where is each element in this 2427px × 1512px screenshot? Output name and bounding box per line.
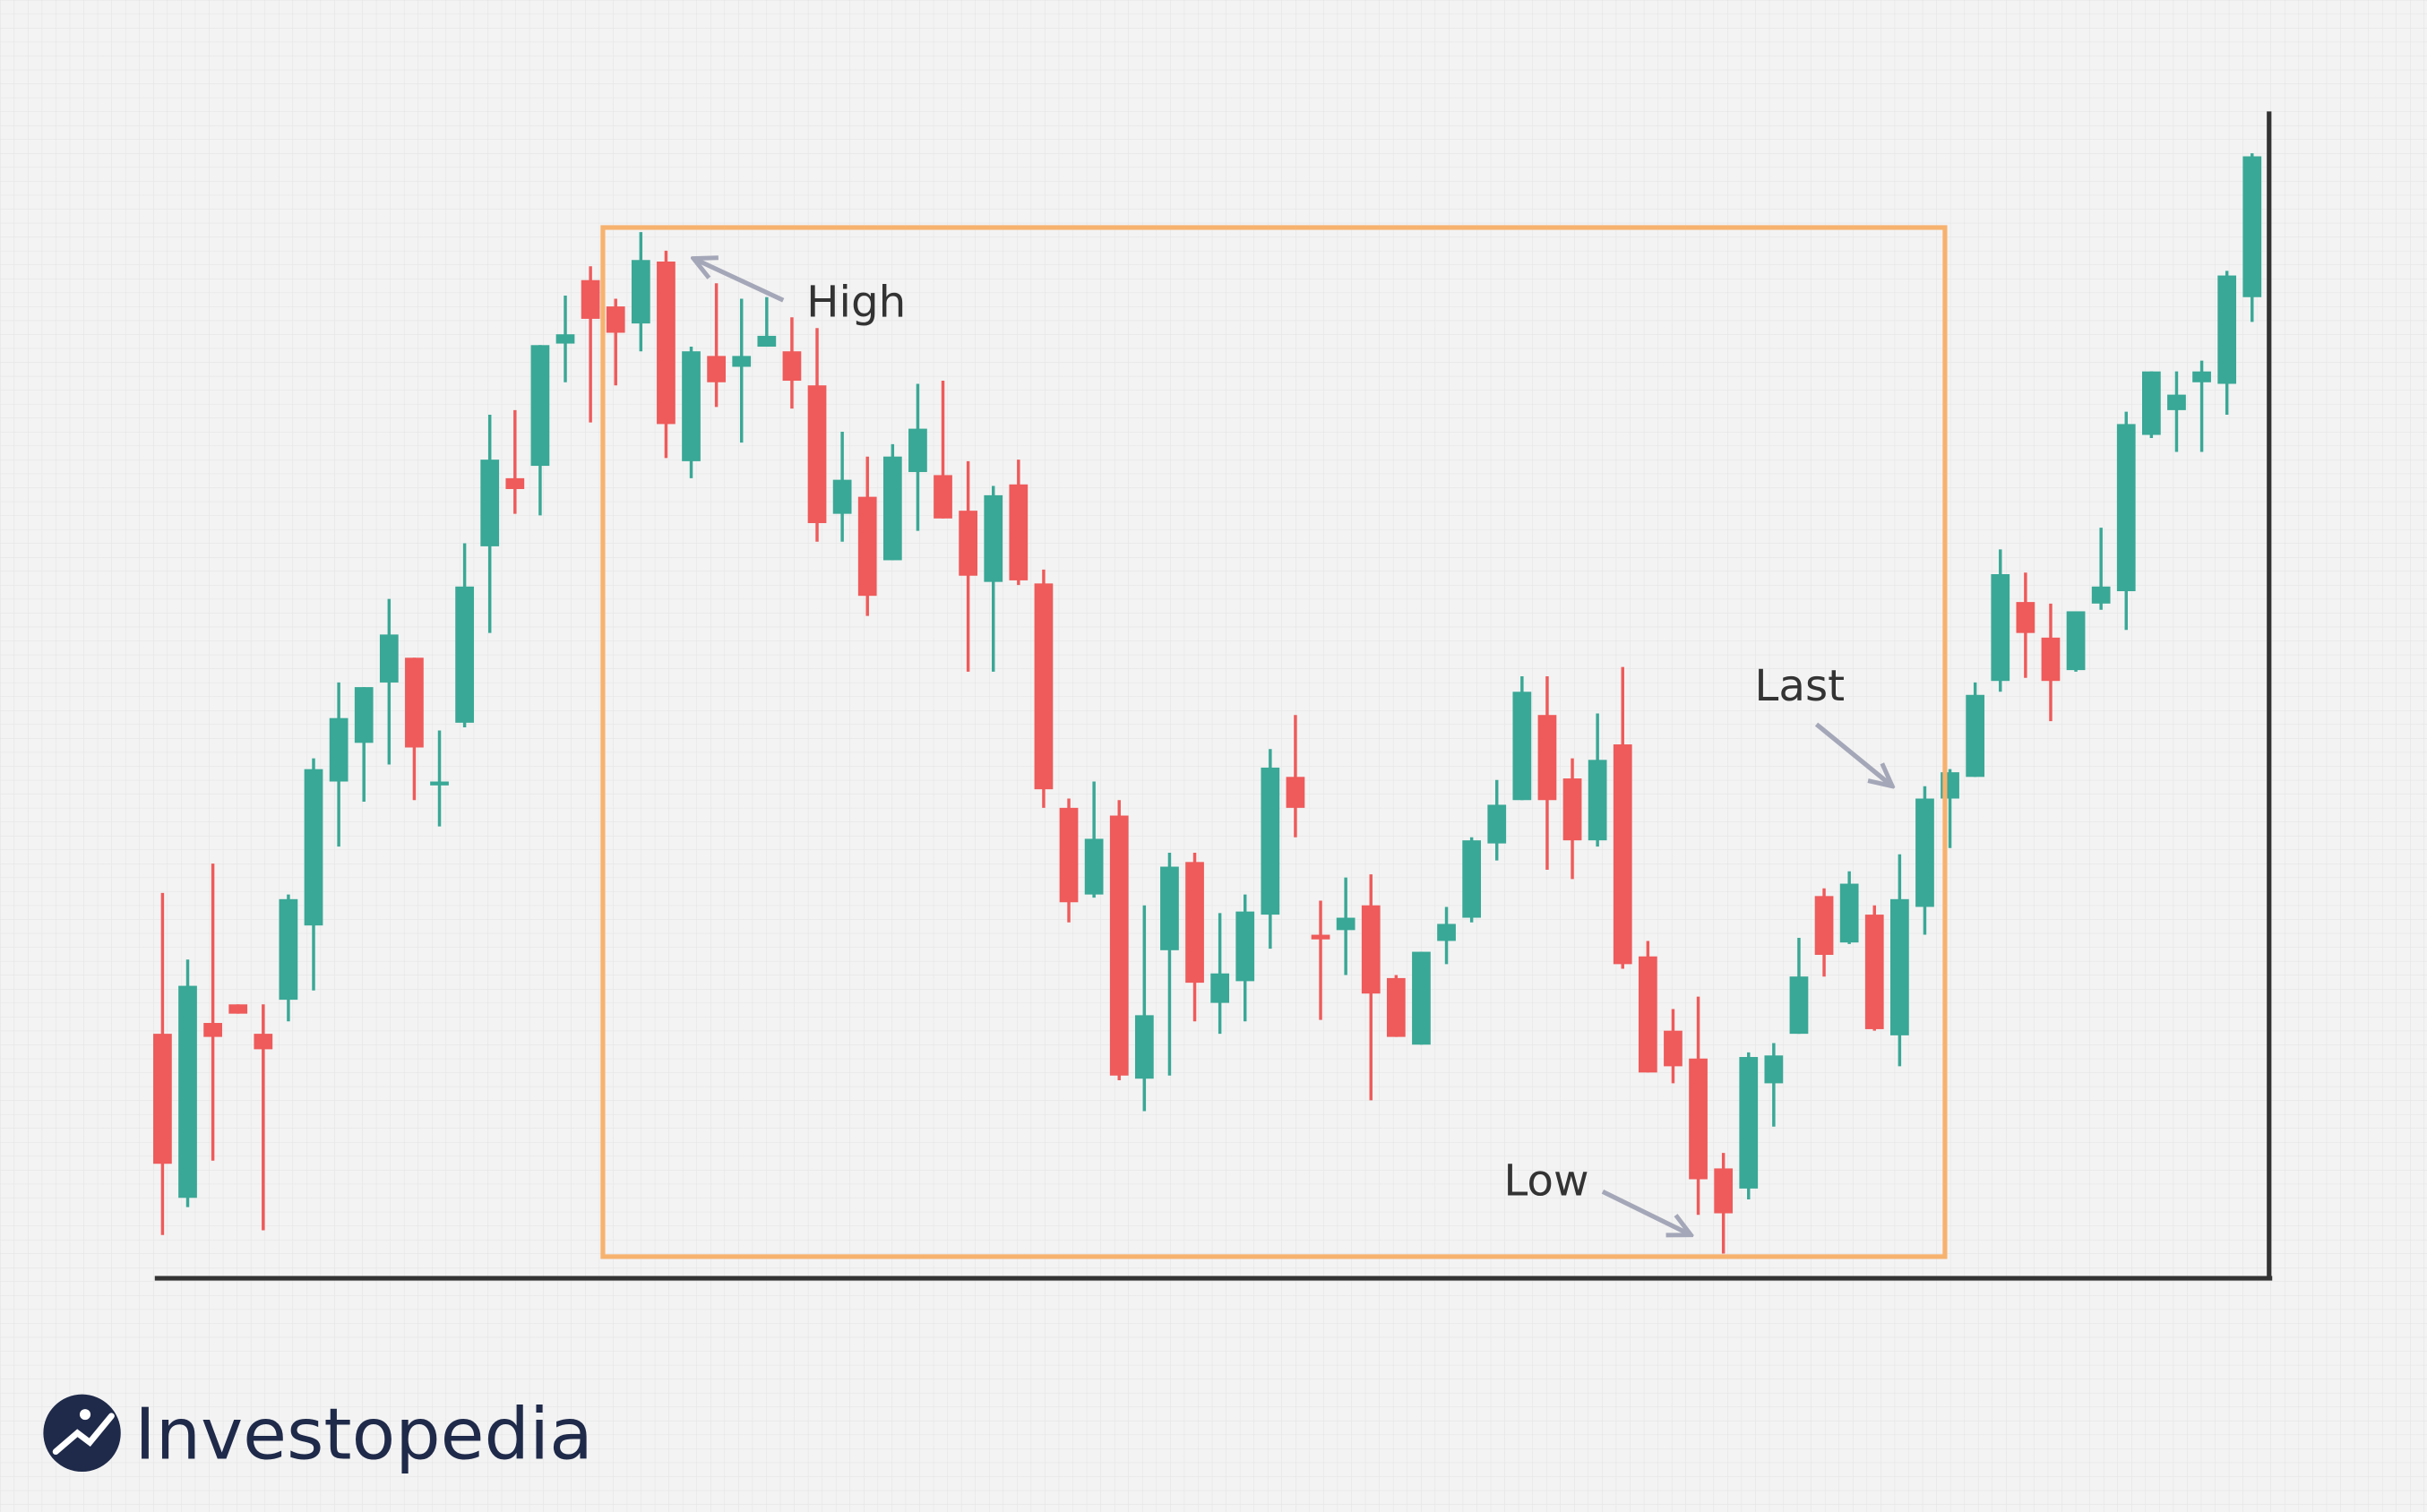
candle-body [959, 511, 977, 576]
candle-body [1361, 905, 1381, 994]
logo: Investopedia [43, 1393, 593, 1476]
candle-body [1864, 915, 1884, 1029]
candle-body [807, 385, 827, 523]
candle-body [153, 1034, 172, 1164]
candle-body [1235, 911, 1255, 982]
candle-body [329, 717, 349, 782]
candle-body [1839, 883, 1859, 943]
candle-body [1386, 977, 1406, 1037]
candle-body [1789, 976, 1809, 1035]
logo-dot [79, 1409, 91, 1421]
candle-body [1261, 767, 1280, 915]
candle-body [832, 479, 852, 514]
candle-body [2016, 602, 2035, 633]
brand-name: Investopedia [134, 1393, 592, 1476]
candle-body [304, 769, 323, 926]
candle-body [1664, 1030, 1683, 1067]
annotation: High [806, 277, 906, 327]
candle-body [1512, 692, 1532, 801]
candle-body [857, 496, 877, 597]
candle-body [606, 306, 625, 333]
candle-body [2242, 156, 2262, 297]
candle-body [581, 279, 600, 319]
annotation-arrow [1814, 722, 1893, 786]
candle-body [1613, 744, 1632, 965]
candle-body [480, 460, 500, 546]
candle-body [1764, 1055, 1784, 1084]
candle-body [1588, 760, 1607, 841]
candle-body [203, 1023, 222, 1037]
candle-body [1160, 866, 1179, 950]
candle-body [657, 262, 676, 425]
candle-body [1286, 777, 1305, 808]
candle-body [430, 781, 449, 786]
candle-body [1109, 815, 1129, 1076]
candle-body [2217, 275, 2237, 384]
candle-body [1462, 840, 1482, 918]
candle-body [1537, 715, 1557, 801]
range-box [600, 225, 1948, 1259]
candle-body [1966, 694, 1985, 777]
candle-body [279, 898, 298, 1001]
candle-body [882, 456, 902, 561]
candle-body [2142, 371, 2161, 435]
candle-body [732, 356, 752, 367]
candle-body [2066, 611, 2086, 671]
candle-body [757, 335, 777, 348]
candle-body [354, 687, 374, 743]
annotation: Low [1503, 1156, 1588, 1207]
candle-body [1814, 896, 1834, 956]
candle-body [405, 657, 424, 748]
candle-body [455, 586, 474, 723]
candle-body [707, 356, 726, 382]
candle-body [2116, 424, 2136, 592]
candle-body [505, 477, 525, 489]
candle-body [2192, 371, 2211, 382]
candle-body [2091, 586, 2111, 604]
candle-body [1134, 1015, 1154, 1079]
candle-body [1991, 573, 2010, 682]
candle-body [1009, 484, 1028, 580]
candle-body [1689, 1058, 1708, 1180]
annotation: Last [1754, 661, 1845, 711]
annotation-arrow [693, 259, 785, 303]
candle-body [2167, 394, 2186, 410]
candle-body [1059, 807, 1079, 903]
candle-body [254, 1034, 273, 1050]
candle-body [1084, 838, 1104, 895]
candle-body [1915, 798, 1934, 907]
candle-body [2041, 637, 2061, 682]
candle-body [228, 1004, 248, 1014]
candle-body [1487, 804, 1507, 844]
annotation-arrow [1601, 1190, 1691, 1234]
candle-body [1210, 973, 1230, 1003]
candle-body [1034, 583, 1054, 790]
candle-body [1437, 924, 1456, 941]
candle-body [1638, 956, 1657, 1073]
candle-body [984, 494, 1003, 582]
candle-body [1311, 934, 1330, 940]
candle-body [178, 985, 197, 1198]
candle-body [682, 351, 701, 461]
candle-body [1562, 778, 1582, 841]
candle-body [1185, 862, 1204, 984]
candle-body [934, 475, 952, 519]
candle-body [1336, 917, 1356, 931]
candle-body [555, 334, 575, 344]
candle-body [1889, 898, 1909, 1035]
logo-glyph [52, 1413, 115, 1456]
candle-body [782, 351, 802, 382]
candle-body [1714, 1168, 1734, 1214]
candle-body [1739, 1057, 1759, 1189]
candle-body [1412, 951, 1431, 1045]
candle-body [530, 345, 550, 467]
candle-body [908, 428, 927, 472]
candle-body [379, 634, 399, 683]
candle-body [631, 260, 650, 324]
